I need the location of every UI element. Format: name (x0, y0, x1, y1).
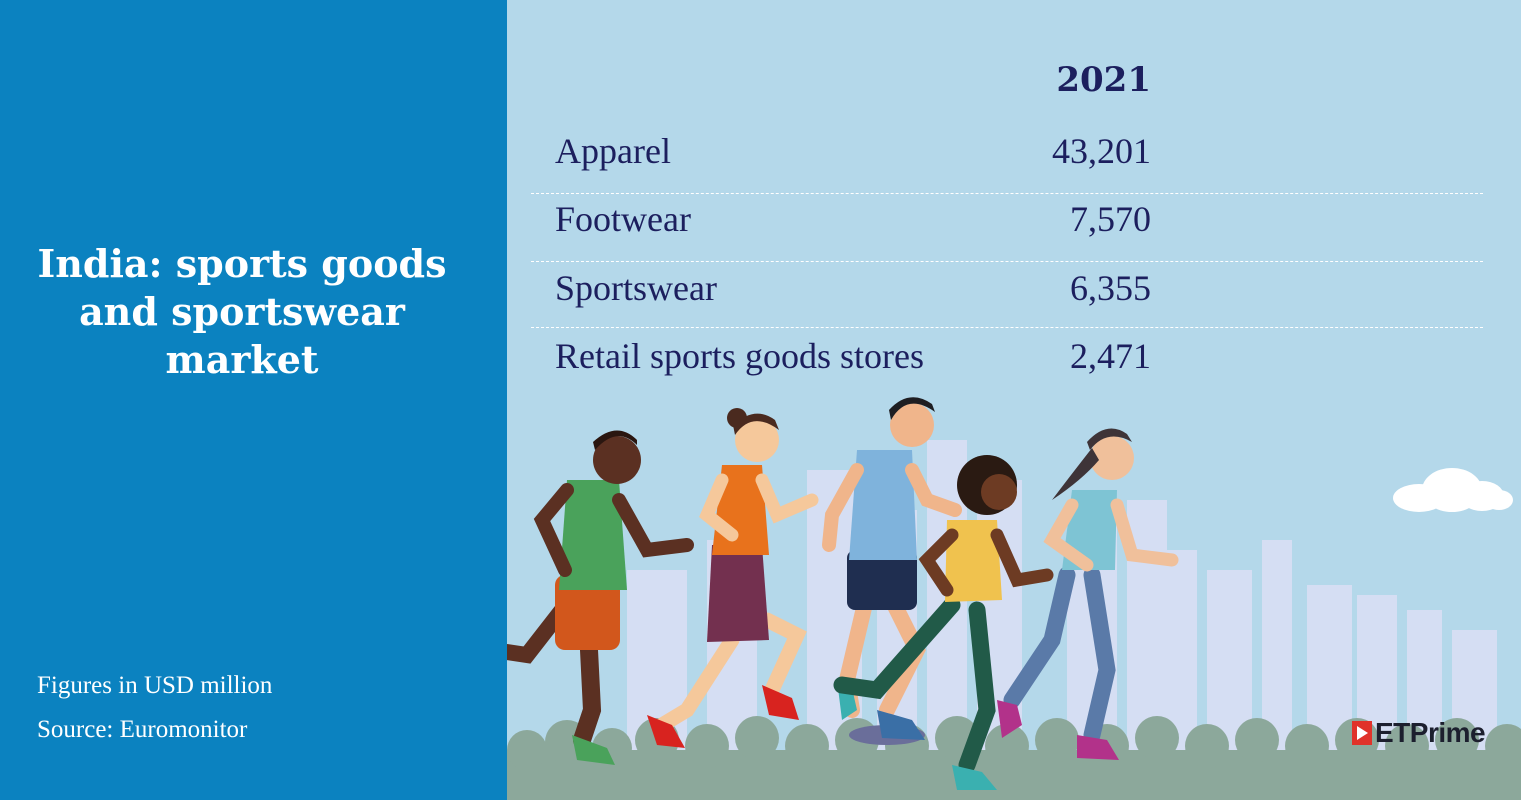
table-row: Footwear 7,570 (555, 198, 1151, 266)
runner-figure (833, 455, 1054, 790)
etprime-logo: ETPrime (1352, 716, 1486, 750)
play-icon (1352, 721, 1372, 745)
row-label: Sportswear (555, 268, 717, 308)
row-value: 7,570 (1070, 199, 1151, 239)
runner-figure (507, 430, 694, 765)
row-value: 43,201 (1052, 131, 1151, 171)
units-note: Figures in USD million (37, 672, 273, 699)
row-value: 2,471 (1070, 336, 1151, 376)
runners-illustration (507, 397, 1521, 800)
left-panel: India: sports goods and sportswear marke… (0, 0, 507, 800)
runner-figure (647, 408, 819, 748)
row-value: 6,355 (1070, 268, 1151, 308)
table-row: Sportswear 6,355 (555, 267, 1151, 335)
table-row: Retail sports goods stores 2,471 (555, 335, 1151, 403)
logo-text: ETPrime (1375, 717, 1486, 748)
row-divider (531, 261, 1483, 262)
chart-title: India: sports goods and sportswear marke… (37, 241, 447, 382)
row-divider (531, 193, 1483, 194)
row-label: Footwear (555, 199, 691, 239)
row-divider (531, 327, 1483, 328)
column-header-year: 2021 (1056, 60, 1151, 100)
table-row: Apparel 43,201 (555, 130, 1151, 198)
source-note: Source: Euromonitor (37, 716, 248, 743)
runner-figure (997, 428, 1179, 760)
row-label: Retail sports goods stores (555, 336, 924, 376)
cloud-icon (1393, 468, 1513, 512)
row-label: Apparel (555, 131, 671, 171)
right-panel: 2021 Apparel 43,201 Footwear 7,570 Sport… (507, 0, 1521, 800)
